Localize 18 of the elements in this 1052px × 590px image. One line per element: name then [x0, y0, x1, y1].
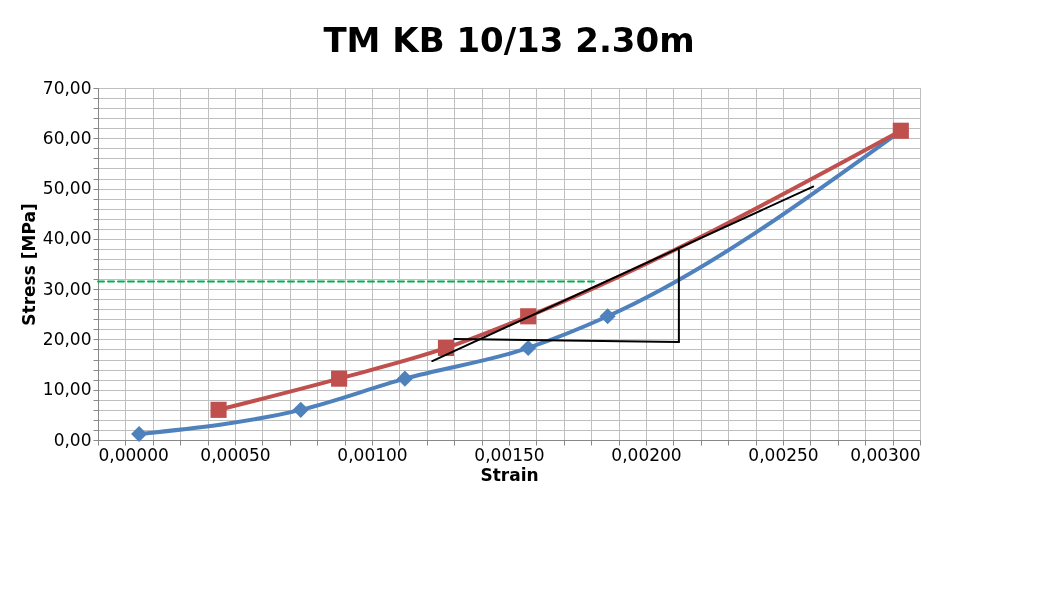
y-axis-title: Stress [MPa]: [18, 203, 39, 326]
chart-title: TM KB 10/13 2.30m: [323, 20, 695, 60]
x-axis-title: Strain: [480, 464, 539, 485]
y-tick-label: 30,00: [42, 278, 92, 299]
y-tick-label: 60,00: [42, 127, 92, 148]
y-tick-label: 20,00: [42, 328, 92, 349]
x-tick-label: 0,00000: [98, 444, 169, 465]
y-tick-label: 0,00: [53, 429, 92, 450]
x-tick-label: 0,00250: [748, 444, 819, 465]
y-tick-label: 10,00: [42, 379, 92, 400]
x-tick-label: 0,00200: [611, 444, 682, 465]
y-tick-label: 70,00: [42, 77, 92, 98]
x-tick-label: 0,00050: [200, 444, 271, 465]
x-tick-label: 0,00300: [850, 444, 921, 465]
x-tick-label: 0,00100: [337, 444, 408, 465]
x-tick-label: 0,00150: [474, 444, 545, 465]
y-tick-label: 50,00: [42, 178, 92, 199]
y-tick-label: 40,00: [42, 228, 92, 249]
